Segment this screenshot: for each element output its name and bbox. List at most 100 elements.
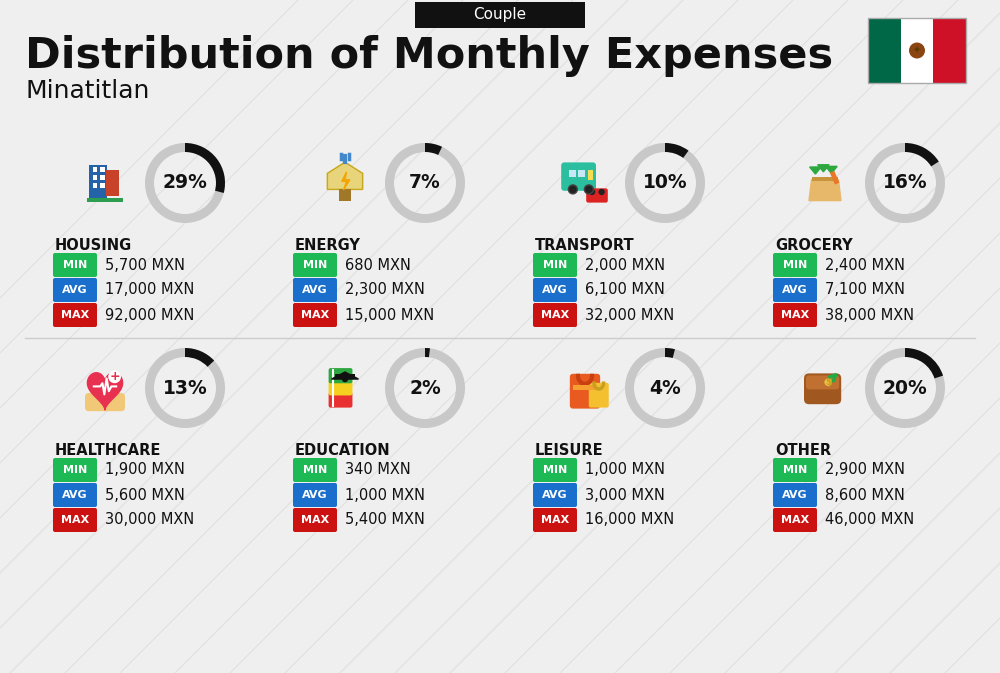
Text: MAX: MAX — [781, 310, 809, 320]
Text: OTHER: OTHER — [775, 443, 831, 458]
Circle shape — [584, 185, 593, 194]
Text: MIN: MIN — [63, 260, 87, 270]
Text: HEALTHCARE: HEALTHCARE — [55, 443, 161, 458]
FancyBboxPatch shape — [53, 508, 97, 532]
FancyBboxPatch shape — [773, 253, 817, 277]
FancyBboxPatch shape — [293, 483, 337, 507]
Text: 38,000 MXN: 38,000 MXN — [825, 308, 914, 322]
FancyBboxPatch shape — [533, 508, 577, 532]
Text: 20%: 20% — [883, 378, 927, 398]
Text: TRANSPORT: TRANSPORT — [535, 238, 635, 253]
Text: 2,400 MXN: 2,400 MXN — [825, 258, 905, 273]
Text: Couple: Couple — [473, 7, 527, 22]
Text: 30,000 MXN: 30,000 MXN — [105, 513, 194, 528]
Text: 32,000 MXN: 32,000 MXN — [585, 308, 674, 322]
FancyBboxPatch shape — [578, 170, 585, 176]
FancyBboxPatch shape — [293, 508, 337, 532]
Text: MIN: MIN — [303, 465, 327, 475]
Text: 7%: 7% — [409, 174, 441, 192]
Polygon shape — [332, 372, 358, 379]
FancyBboxPatch shape — [293, 303, 337, 327]
Circle shape — [824, 378, 832, 386]
Text: +: + — [109, 370, 120, 384]
Text: 5,600 MXN: 5,600 MXN — [105, 487, 185, 503]
FancyBboxPatch shape — [100, 183, 105, 188]
Text: LEISURE: LEISURE — [535, 443, 604, 458]
FancyBboxPatch shape — [773, 303, 817, 327]
Text: HOUSING: HOUSING — [55, 238, 132, 253]
FancyBboxPatch shape — [533, 483, 577, 507]
Circle shape — [568, 185, 577, 194]
FancyBboxPatch shape — [933, 18, 966, 83]
FancyBboxPatch shape — [533, 458, 577, 482]
FancyBboxPatch shape — [533, 253, 577, 277]
Text: 1,000 MXN: 1,000 MXN — [345, 487, 425, 503]
Text: 2,300 MXN: 2,300 MXN — [345, 283, 425, 297]
FancyBboxPatch shape — [773, 278, 817, 302]
Text: 2,900 MXN: 2,900 MXN — [825, 462, 905, 478]
FancyBboxPatch shape — [533, 303, 577, 327]
Text: AVG: AVG — [302, 490, 328, 500]
Text: GROCERY: GROCERY — [775, 238, 853, 253]
Text: AVG: AVG — [782, 490, 808, 500]
Text: 1,000 MXN: 1,000 MXN — [585, 462, 665, 478]
Text: 340 MXN: 340 MXN — [345, 462, 411, 478]
Wedge shape — [145, 348, 225, 428]
Text: MIN: MIN — [783, 260, 807, 270]
FancyBboxPatch shape — [773, 508, 817, 532]
Text: 1,900 MXN: 1,900 MXN — [105, 462, 185, 478]
Text: 5,700 MXN: 5,700 MXN — [105, 258, 185, 273]
FancyBboxPatch shape — [53, 278, 97, 302]
Text: EDUCATION: EDUCATION — [295, 443, 391, 458]
FancyBboxPatch shape — [87, 199, 123, 201]
Text: AVG: AVG — [542, 285, 568, 295]
Circle shape — [108, 370, 121, 383]
FancyBboxPatch shape — [100, 168, 105, 172]
Polygon shape — [342, 172, 350, 190]
Text: 16,000 MXN: 16,000 MXN — [585, 513, 674, 528]
Text: MAX: MAX — [541, 310, 569, 320]
FancyBboxPatch shape — [335, 374, 355, 379]
Wedge shape — [185, 143, 225, 193]
Wedge shape — [905, 143, 939, 166]
Wedge shape — [625, 143, 705, 223]
FancyBboxPatch shape — [773, 483, 817, 507]
FancyBboxPatch shape — [293, 458, 337, 482]
FancyBboxPatch shape — [329, 380, 352, 396]
Text: MAX: MAX — [781, 515, 809, 525]
Circle shape — [589, 188, 595, 195]
Wedge shape — [905, 348, 943, 378]
FancyBboxPatch shape — [806, 376, 839, 390]
FancyBboxPatch shape — [561, 162, 596, 191]
FancyBboxPatch shape — [93, 168, 97, 172]
Text: 2%: 2% — [409, 378, 441, 398]
FancyBboxPatch shape — [569, 170, 576, 176]
FancyBboxPatch shape — [89, 166, 107, 201]
Text: AVG: AVG — [302, 285, 328, 295]
FancyBboxPatch shape — [804, 374, 841, 404]
Circle shape — [598, 188, 605, 195]
Circle shape — [342, 376, 348, 382]
Wedge shape — [425, 143, 442, 155]
Text: Distribution of Monthly Expenses: Distribution of Monthly Expenses — [25, 35, 833, 77]
Text: 3,000 MXN: 3,000 MXN — [585, 487, 665, 503]
FancyBboxPatch shape — [53, 483, 97, 507]
Wedge shape — [385, 143, 465, 223]
FancyBboxPatch shape — [901, 18, 933, 83]
Text: MAX: MAX — [541, 515, 569, 525]
Text: 680 MXN: 680 MXN — [345, 258, 411, 273]
Text: 4%: 4% — [649, 378, 681, 398]
Text: MIN: MIN — [543, 465, 567, 475]
Wedge shape — [425, 348, 430, 357]
Wedge shape — [185, 348, 214, 367]
Text: 2,000 MXN: 2,000 MXN — [585, 258, 665, 273]
Circle shape — [909, 42, 925, 59]
Text: 15,000 MXN: 15,000 MXN — [345, 308, 434, 322]
Text: Minatitlan: Minatitlan — [25, 79, 149, 103]
Text: 17,000 MXN: 17,000 MXN — [105, 283, 194, 297]
Text: 10%: 10% — [643, 174, 687, 192]
Text: 5,400 MXN: 5,400 MXN — [345, 513, 425, 528]
Text: 46,000 MXN: 46,000 MXN — [825, 513, 914, 528]
FancyBboxPatch shape — [589, 383, 609, 408]
FancyBboxPatch shape — [415, 2, 585, 28]
